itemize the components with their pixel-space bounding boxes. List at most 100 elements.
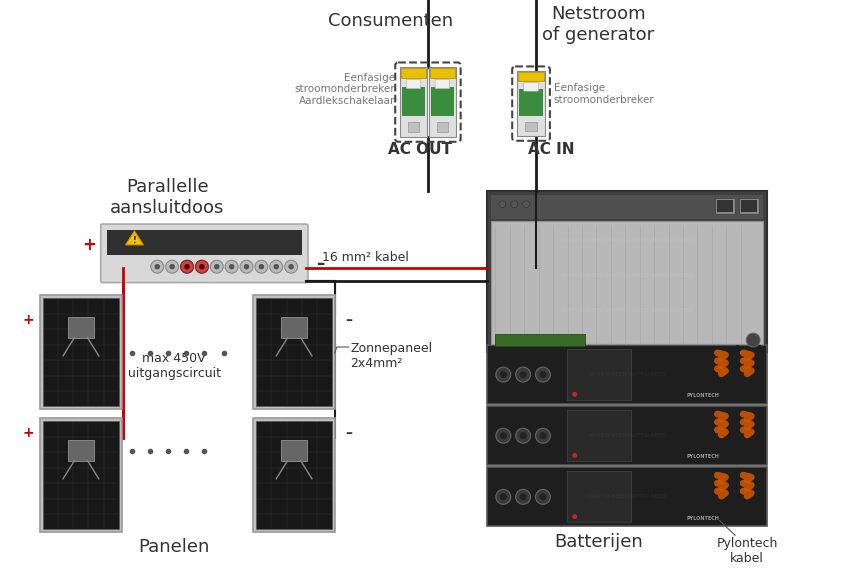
Circle shape: [225, 260, 238, 273]
Text: –: –: [315, 255, 324, 273]
Bar: [739, 198, 759, 214]
FancyBboxPatch shape: [281, 440, 307, 460]
FancyBboxPatch shape: [518, 73, 544, 81]
FancyBboxPatch shape: [101, 224, 308, 283]
Circle shape: [155, 264, 160, 269]
FancyBboxPatch shape: [281, 317, 307, 337]
Circle shape: [536, 428, 550, 443]
Text: –: –: [345, 313, 352, 327]
Circle shape: [288, 264, 294, 269]
Circle shape: [572, 514, 577, 519]
Text: WATT-U-NEED WATT-U-NEED: WATT-U-NEED WATT-U-NEED: [589, 494, 666, 499]
Text: AC IN: AC IN: [528, 142, 574, 157]
Circle shape: [510, 201, 518, 208]
Text: +: +: [23, 313, 34, 327]
Circle shape: [240, 260, 253, 273]
Circle shape: [572, 453, 577, 458]
FancyBboxPatch shape: [253, 418, 335, 533]
Circle shape: [284, 260, 298, 273]
Text: WATT-U-NEED WATT-U-NEED: WATT-U-NEED WATT-U-NEED: [589, 372, 666, 377]
FancyBboxPatch shape: [435, 80, 449, 89]
FancyBboxPatch shape: [43, 299, 119, 407]
Circle shape: [520, 371, 526, 378]
Text: Eenfasige
stroomonderbreker: Eenfasige stroomonderbreker: [554, 84, 654, 105]
Polygon shape: [125, 231, 144, 245]
FancyBboxPatch shape: [40, 296, 122, 410]
Circle shape: [229, 264, 235, 269]
Circle shape: [255, 260, 267, 273]
Text: Cirkelomvormer: Cirkelomvormer: [579, 196, 712, 214]
FancyBboxPatch shape: [402, 87, 425, 116]
Circle shape: [151, 260, 164, 273]
Text: +: +: [82, 236, 96, 254]
Circle shape: [746, 333, 760, 347]
Text: !: !: [133, 236, 136, 245]
Circle shape: [199, 264, 204, 269]
Text: WATT-U-NEED WATT-U-NEED: WATT-U-NEED WATT-U-NEED: [589, 433, 666, 438]
Circle shape: [539, 371, 547, 378]
Text: Consumenten: Consumenten: [328, 12, 452, 30]
FancyBboxPatch shape: [491, 221, 763, 344]
Bar: [567, 410, 632, 462]
Circle shape: [539, 494, 547, 500]
Text: WATT-U-NEED WATT-U-NEED WATT-U-NEED: WATT-U-NEED WATT-U-NEED WATT-U-NEED: [561, 308, 694, 313]
FancyBboxPatch shape: [488, 406, 767, 465]
Bar: [567, 349, 632, 400]
FancyBboxPatch shape: [431, 87, 453, 116]
Circle shape: [522, 201, 530, 208]
Circle shape: [496, 428, 510, 443]
Text: PYLONTECH: PYLONTECH: [686, 454, 719, 459]
Circle shape: [520, 494, 526, 500]
Circle shape: [499, 201, 505, 208]
Circle shape: [214, 264, 220, 269]
Bar: [716, 198, 735, 214]
Bar: [717, 200, 733, 212]
Bar: [107, 230, 302, 255]
Circle shape: [500, 371, 507, 378]
FancyBboxPatch shape: [406, 80, 420, 89]
Bar: [495, 334, 584, 346]
Circle shape: [500, 432, 507, 439]
Circle shape: [166, 260, 178, 273]
Text: PYLONTECH: PYLONTECH: [686, 515, 719, 521]
Circle shape: [496, 490, 510, 505]
FancyBboxPatch shape: [68, 440, 94, 460]
FancyBboxPatch shape: [488, 345, 767, 404]
Text: max 450V
uitgangscircuit: max 450V uitgangscircuit: [128, 352, 220, 380]
Text: AC OUT: AC OUT: [388, 142, 452, 157]
FancyBboxPatch shape: [519, 89, 543, 117]
FancyBboxPatch shape: [488, 467, 767, 526]
Circle shape: [539, 432, 547, 439]
Circle shape: [516, 367, 531, 382]
FancyBboxPatch shape: [257, 422, 331, 530]
Text: +: +: [538, 312, 552, 330]
Text: Panelen: Panelen: [139, 538, 209, 557]
Text: 16 mm² kabel: 16 mm² kabel: [322, 251, 409, 264]
FancyBboxPatch shape: [430, 69, 455, 78]
Circle shape: [195, 260, 209, 273]
FancyBboxPatch shape: [40, 418, 122, 533]
Bar: [741, 200, 757, 212]
Circle shape: [184, 264, 190, 269]
Text: Pylontech
kabel: Pylontech kabel: [717, 537, 778, 565]
Circle shape: [496, 367, 510, 382]
Text: –: –: [733, 316, 742, 334]
Circle shape: [184, 264, 190, 269]
Bar: [567, 471, 632, 522]
Text: WATT-U-NEED WATT-U-NEED WATT-U-NEED: WATT-U-NEED WATT-U-NEED WATT-U-NEED: [561, 273, 694, 278]
Circle shape: [210, 260, 223, 273]
Circle shape: [516, 490, 531, 505]
Text: –: –: [345, 426, 352, 440]
Circle shape: [516, 428, 531, 443]
Circle shape: [258, 264, 264, 269]
Text: WATT-U-NEED WATT-U-NEED WATT-U-NEED: WATT-U-NEED WATT-U-NEED WATT-U-NEED: [561, 239, 694, 244]
Circle shape: [199, 264, 204, 269]
Text: Eenfasige
stroomonderbreker
Aardlekschakelaar: Eenfasige stroomonderbreker Aardlekschak…: [294, 73, 395, 106]
Circle shape: [500, 494, 507, 500]
Circle shape: [169, 264, 175, 269]
FancyBboxPatch shape: [68, 317, 94, 337]
Bar: [408, 121, 419, 132]
FancyBboxPatch shape: [401, 69, 426, 78]
Text: +: +: [23, 426, 34, 440]
FancyBboxPatch shape: [429, 67, 456, 137]
